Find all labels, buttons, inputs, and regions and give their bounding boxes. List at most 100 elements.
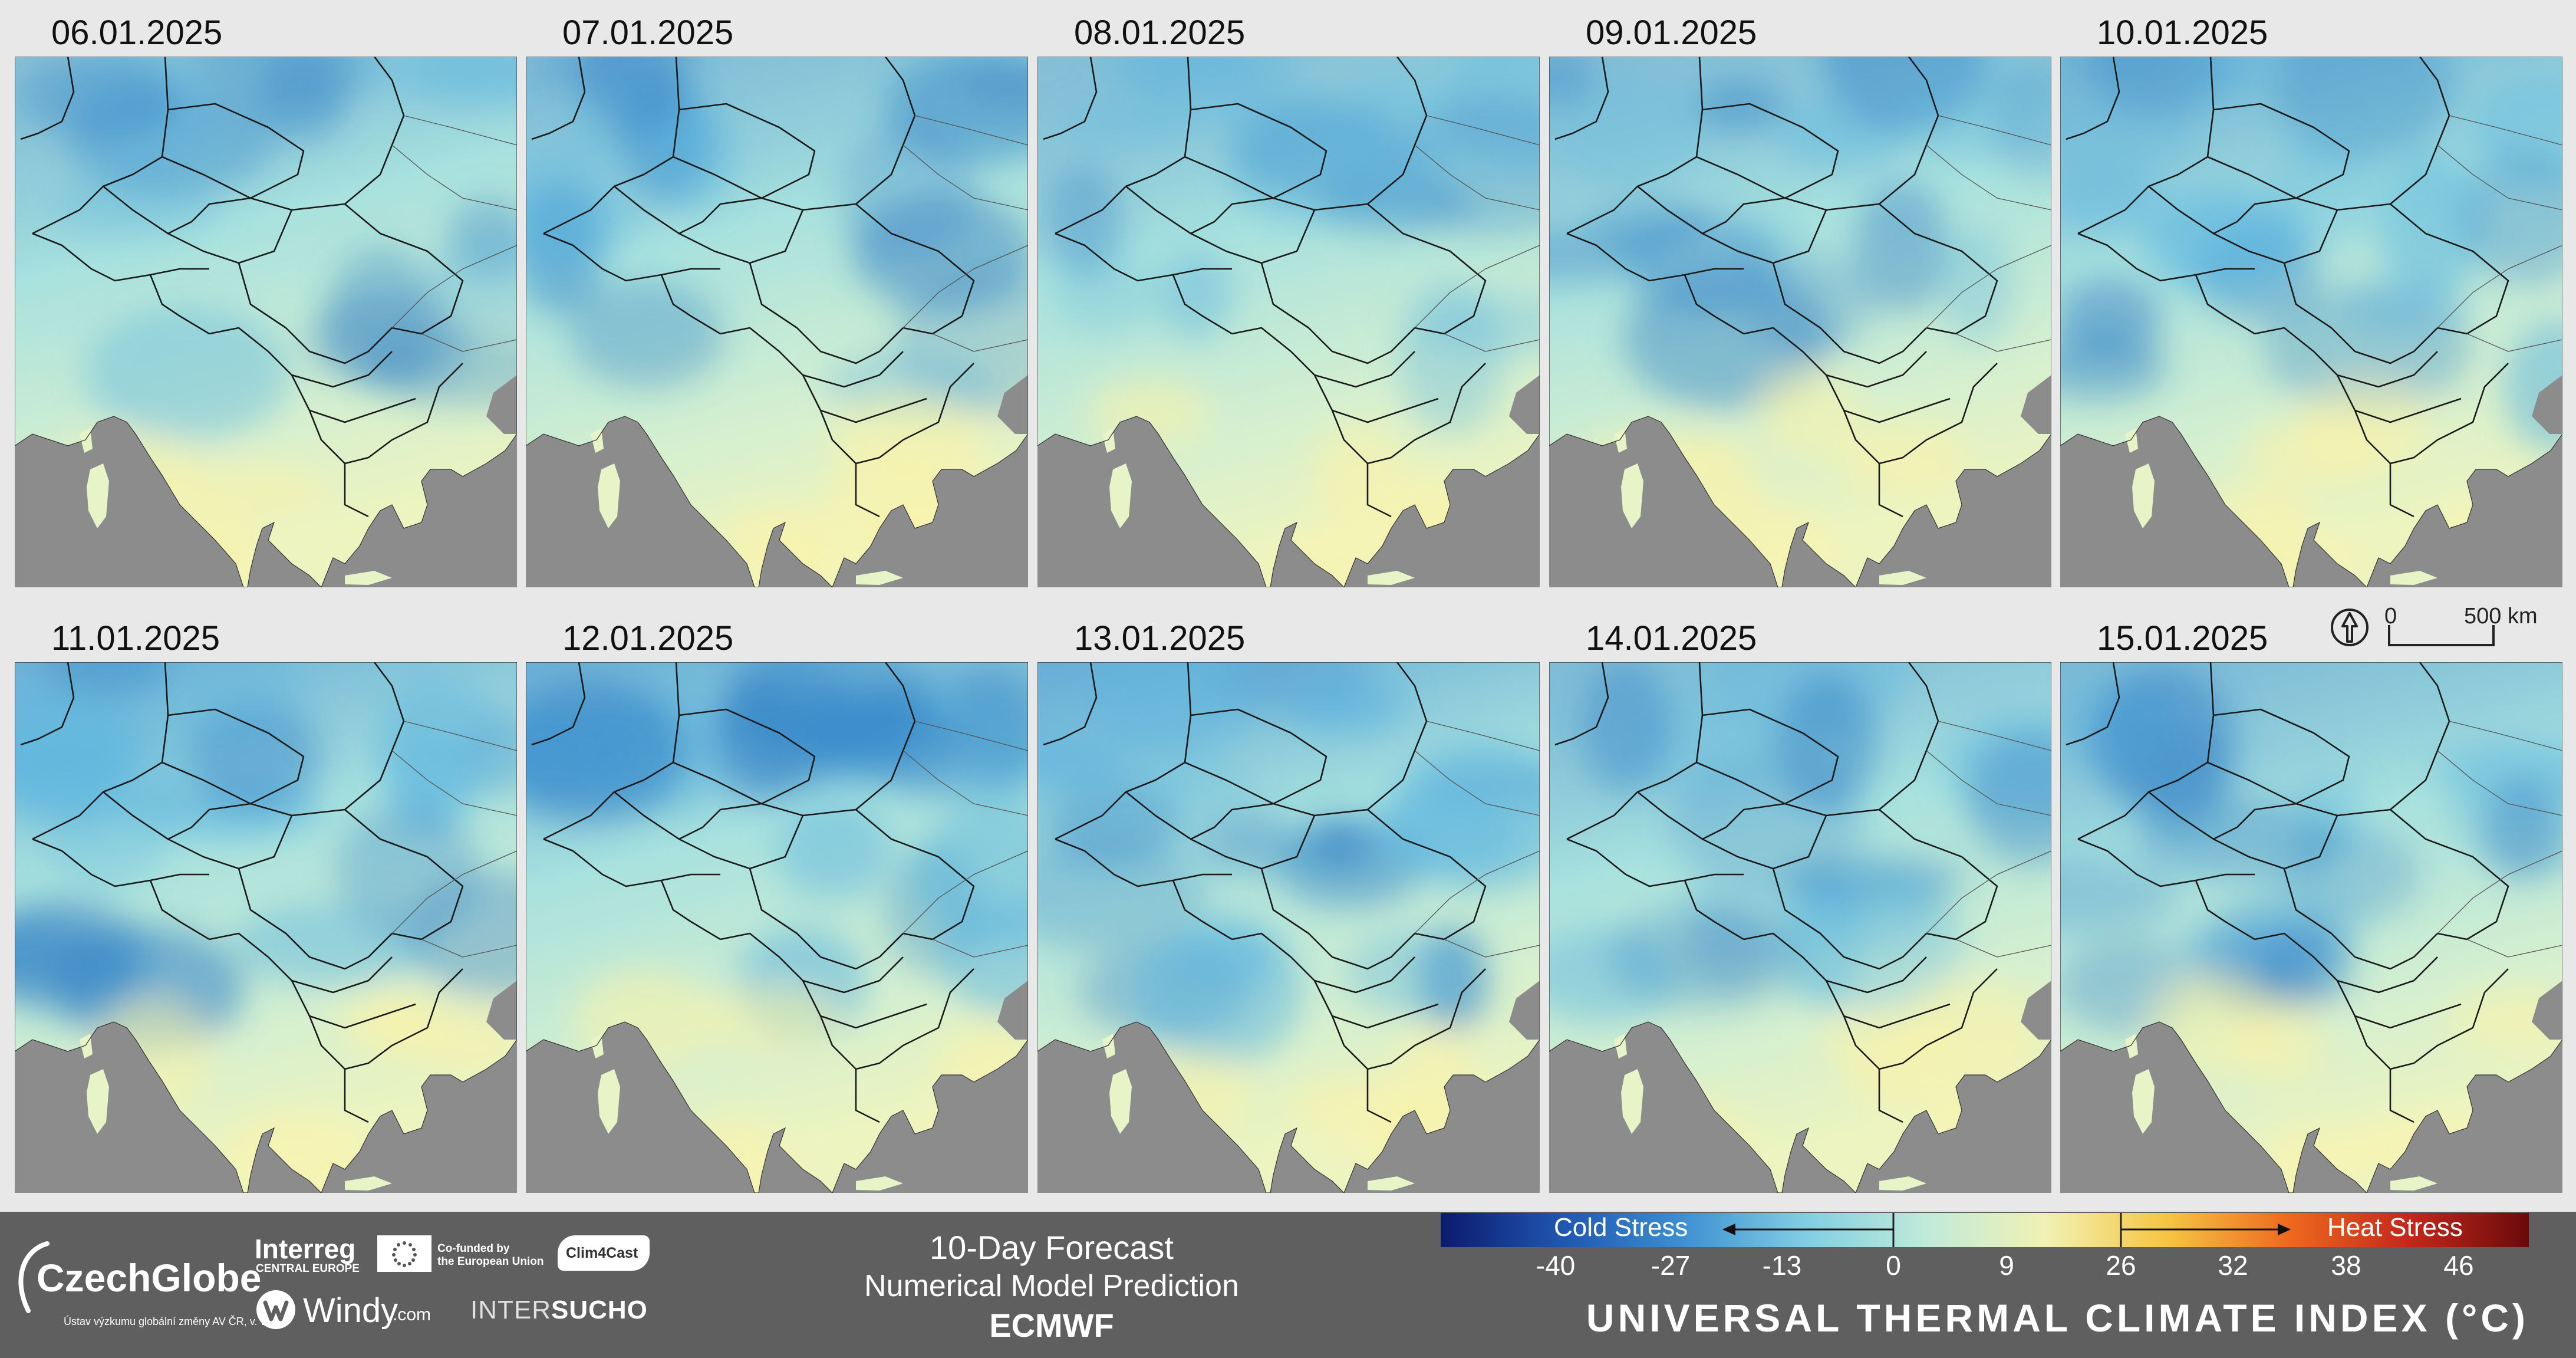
sea-area xyxy=(526,416,755,587)
cold-stress-label: Cold Stress xyxy=(1554,1213,1688,1242)
utci-map xyxy=(15,662,517,1193)
sea-area xyxy=(292,1069,517,1193)
island xyxy=(87,463,109,528)
interreg-logo-text: Interreg xyxy=(255,1234,356,1264)
coastline xyxy=(15,662,517,1193)
intersucho-part-1: INTER xyxy=(470,1295,551,1324)
panel-date: 15.01.2025 xyxy=(2097,619,2268,657)
czechglobe-logo: CzechGlobe Ústav výzkumu globální změny … xyxy=(12,1239,276,1357)
sea-area xyxy=(1037,416,1266,587)
legend-tick-label: -27 xyxy=(1651,1250,1691,1281)
windy-logo: Windy .com xyxy=(255,1285,437,1338)
island xyxy=(598,1069,620,1134)
forecast-panel: 12.01.2025 xyxy=(526,619,1028,1193)
czechglobe-name: CzechGlobe xyxy=(37,1256,262,1300)
country-borders xyxy=(2066,662,2562,1123)
country-borders xyxy=(1554,662,2051,1123)
sea-area xyxy=(1826,463,2051,587)
sea-area xyxy=(1509,375,1540,434)
coastline xyxy=(526,662,1028,1193)
legend-tick-label: 46 xyxy=(2443,1250,2474,1281)
country-borders xyxy=(20,662,517,1123)
island xyxy=(1621,1069,1643,1134)
sea-area xyxy=(997,981,1028,1040)
island xyxy=(345,571,392,585)
legend-tick-label: 38 xyxy=(2331,1250,2361,1281)
forecast-model: ECMWF xyxy=(989,1307,1114,1344)
island xyxy=(345,1176,392,1191)
scale-zero-label: 0 xyxy=(2384,604,2397,629)
legend-tick-label: -13 xyxy=(1762,1250,1802,1281)
sea-area xyxy=(803,1069,1028,1193)
sea-area xyxy=(2060,416,2289,587)
forecast-panel: 06.01.2025 xyxy=(15,14,517,587)
utci-map xyxy=(1037,57,1540,587)
panel-date: 09.01.2025 xyxy=(1586,14,1757,52)
sea-area xyxy=(1315,463,1540,587)
island xyxy=(1109,463,1132,528)
sea-area xyxy=(15,1022,243,1193)
utci-map xyxy=(1037,662,1540,1193)
coastline xyxy=(1037,57,1540,587)
forecast-panel: 15.01.2025 xyxy=(2060,619,2562,1193)
island xyxy=(1368,1176,1415,1191)
sea-area xyxy=(2337,463,2562,587)
sea-area xyxy=(2337,1069,2562,1193)
legend-tick-label: 0 xyxy=(1886,1250,1901,1281)
coastline xyxy=(526,57,1028,587)
country-borders xyxy=(531,57,1028,518)
panel-date: 13.01.2025 xyxy=(1074,619,1246,657)
country-borders xyxy=(1554,57,2051,518)
utci-map xyxy=(1549,57,2051,587)
utci-map xyxy=(2060,57,2562,587)
panel-date: 07.01.2025 xyxy=(562,14,734,52)
sea-area xyxy=(2060,1022,2289,1193)
island xyxy=(87,1069,109,1134)
island xyxy=(1879,571,1926,585)
scale-distance-label: 500 km xyxy=(2464,604,2538,629)
panel-date: 12.01.2025 xyxy=(562,619,734,657)
sea-area xyxy=(292,463,517,587)
legend-tick-label: 9 xyxy=(1999,1250,2014,1281)
coastline xyxy=(2060,662,2562,1193)
sea-area xyxy=(1037,1022,1266,1193)
sea-area xyxy=(1826,1069,2051,1193)
forecast-panel: 08.01.2025 xyxy=(1037,14,1540,587)
coastline xyxy=(1037,662,1540,1193)
island xyxy=(1368,571,1415,585)
forecast-panel: 11.01.2025 xyxy=(15,619,517,1193)
utci-map xyxy=(526,57,1028,587)
country-borders xyxy=(1043,662,1540,1123)
island xyxy=(1879,1176,1926,1191)
island xyxy=(2132,463,2155,528)
sea-area xyxy=(997,375,1028,434)
clim4cast-logo: Clim4Cast xyxy=(558,1235,650,1271)
czechglobe-swoosh-icon xyxy=(18,1241,50,1313)
cofunded-line-1: Co-funded by xyxy=(437,1242,510,1255)
island xyxy=(856,571,903,585)
sea-area xyxy=(2021,981,2051,1040)
panel-date: 10.01.2025 xyxy=(2097,14,2268,52)
panel-date: 08.01.2025 xyxy=(1074,14,1246,52)
panel-date: 11.01.2025 xyxy=(51,619,220,657)
windy-domain: .com xyxy=(393,1305,431,1324)
scale-line xyxy=(2388,625,2495,646)
sea-area xyxy=(486,375,517,434)
sea-area xyxy=(1509,981,1540,1040)
utci-map xyxy=(1549,662,2051,1193)
footer-bar: CzechGlobe Ústav výzkumu globální změny … xyxy=(0,1212,2576,1358)
coastline xyxy=(1549,57,2051,587)
utci-legend: Cold Stress Heat Stress -40 -27 -13 0 9 26 32 3… xyxy=(1441,1212,2529,1358)
sea-area xyxy=(15,416,243,587)
forecast-panel: 07.01.2025 xyxy=(526,14,1028,587)
heat-stress-label: Heat Stress xyxy=(2327,1213,2463,1242)
island xyxy=(598,463,620,528)
island xyxy=(2132,1069,2155,1134)
coastline xyxy=(2060,57,2562,587)
forecast-panel: 09.01.2025 xyxy=(1549,14,2051,587)
legend-title: UNIVERSAL THERMAL CLIMATE INDEX (°C) xyxy=(1586,1296,2529,1340)
sea-area xyxy=(1549,1022,1778,1193)
cold-stress-blobs xyxy=(2060,666,2562,1193)
forecast-title: 10-Day Forecast xyxy=(930,1229,1174,1266)
forecast-subtitle: Numerical Model Prediction xyxy=(864,1269,1239,1303)
